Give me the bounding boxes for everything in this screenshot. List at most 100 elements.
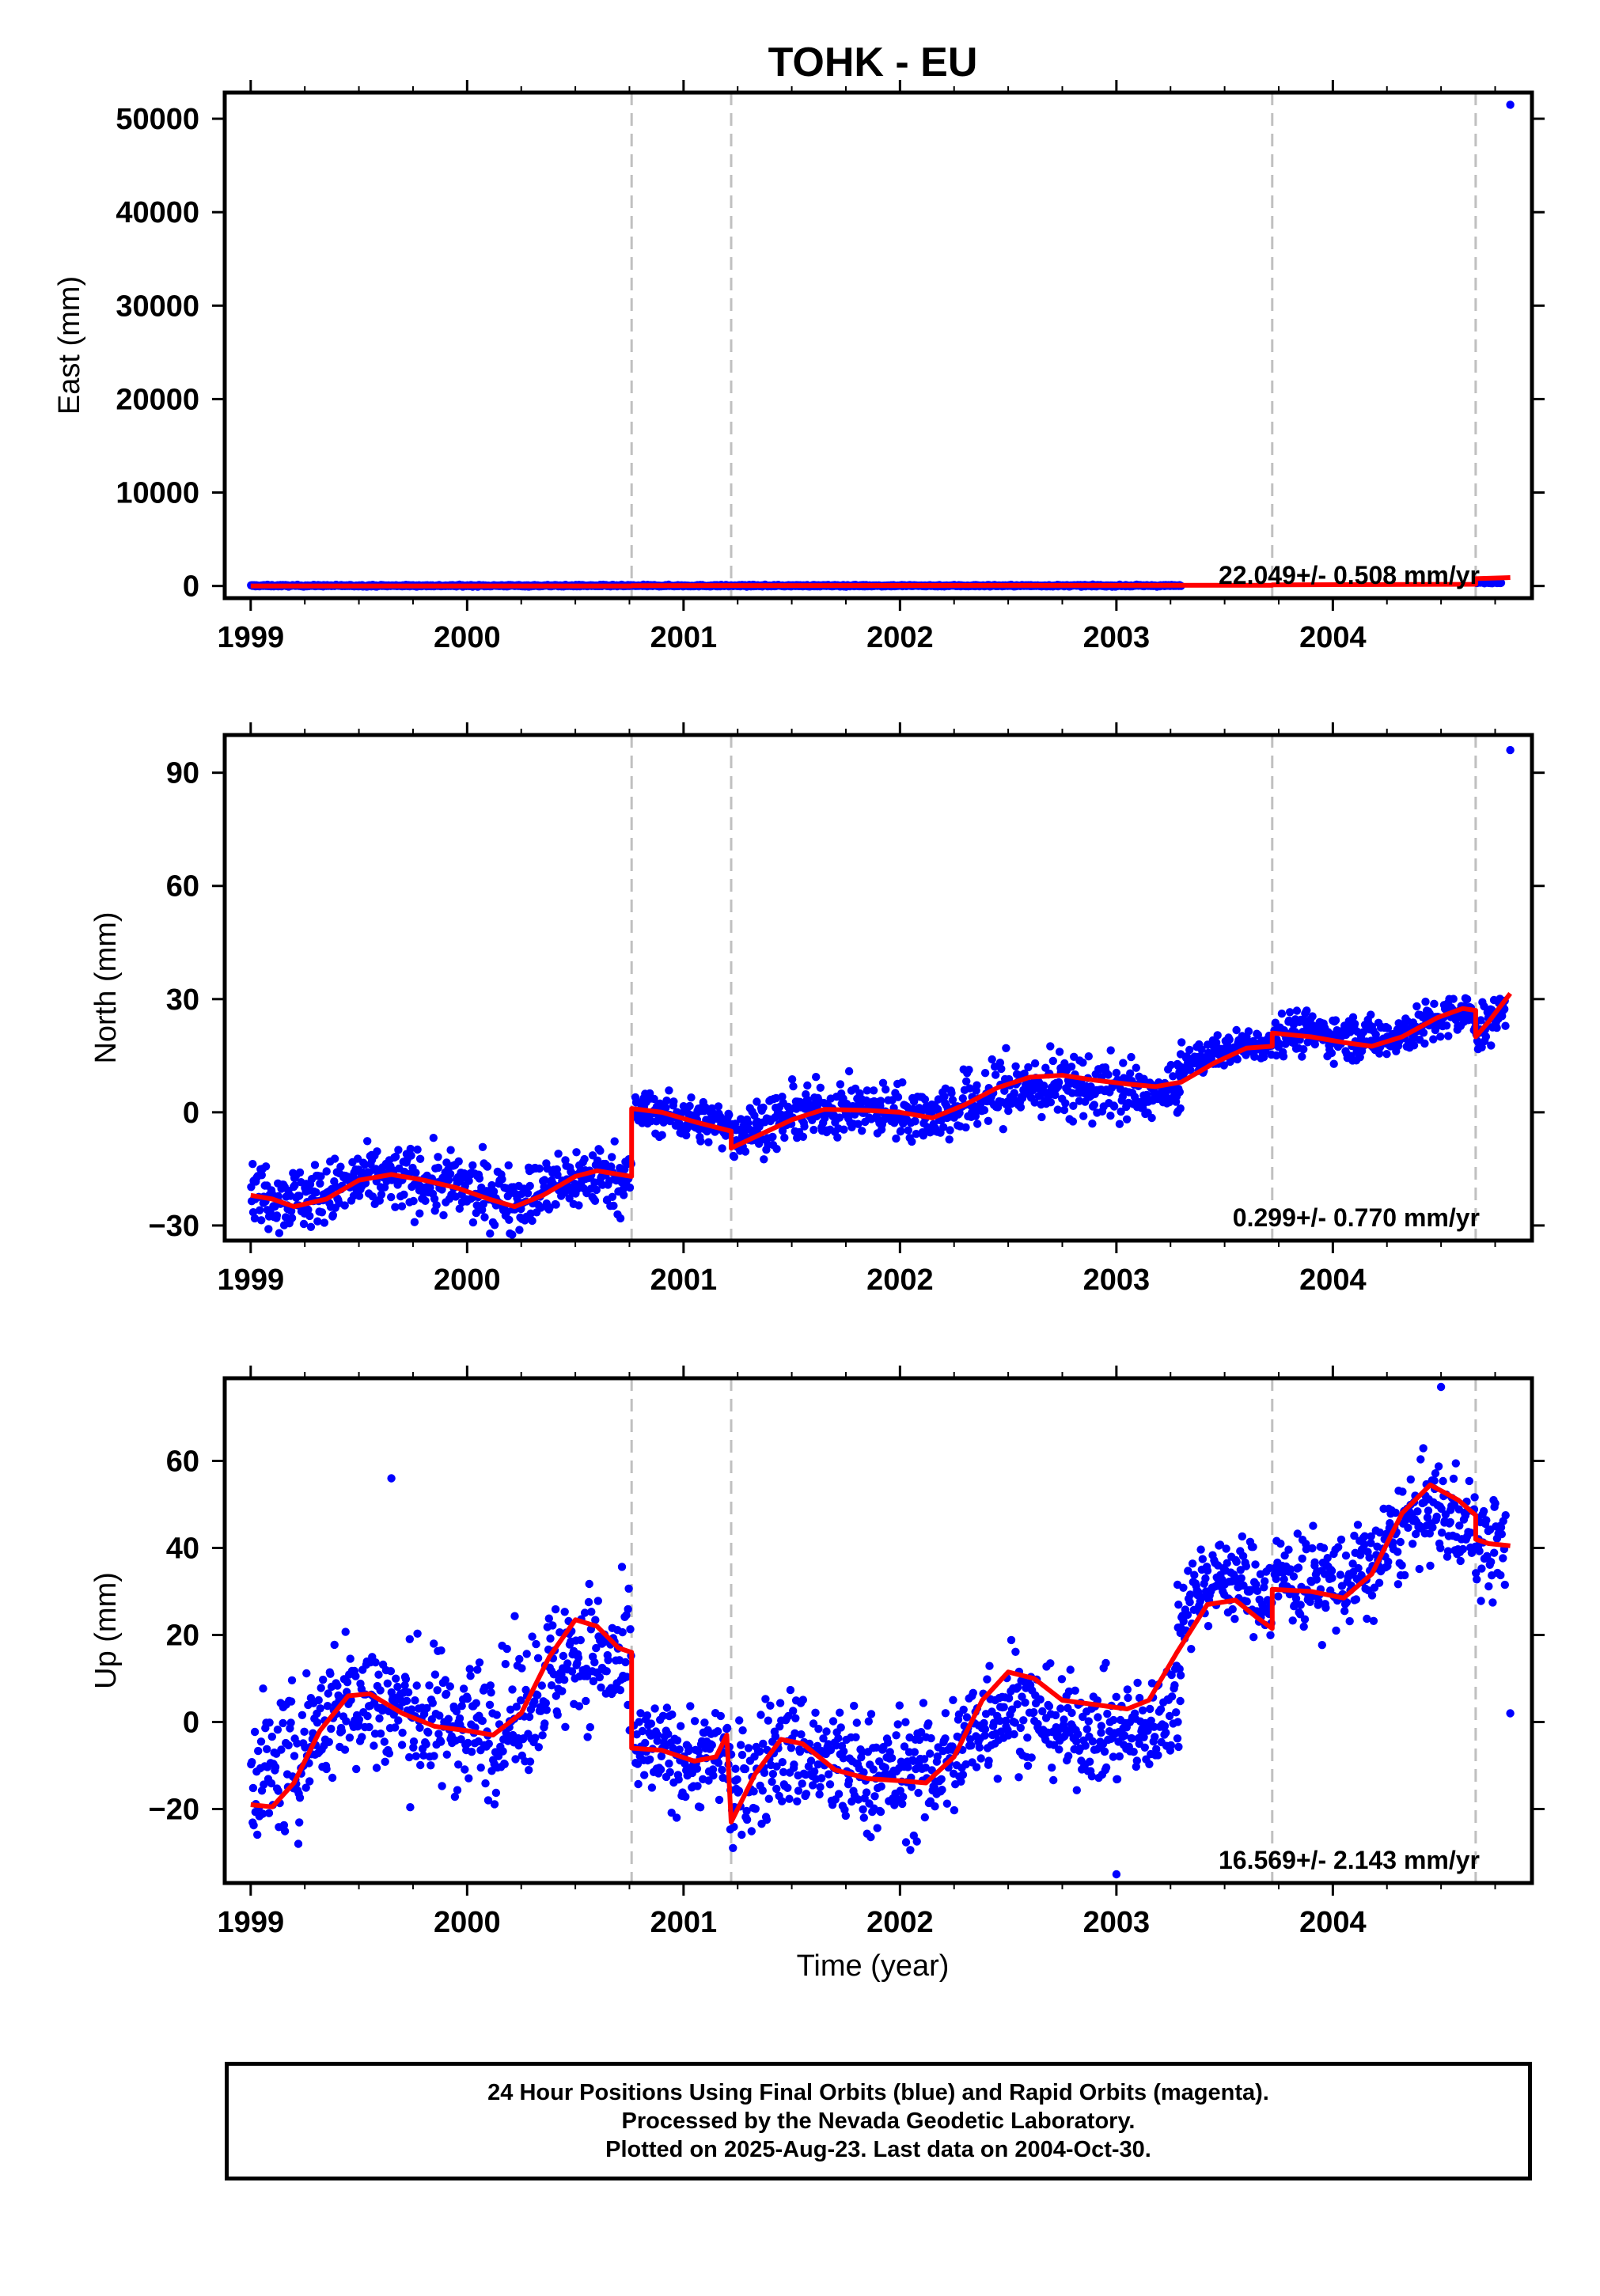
data-point [453,1786,462,1794]
data-point [286,1697,296,1706]
data-point [295,1818,304,1827]
data-point [1383,1024,1393,1032]
data-point [290,1752,299,1760]
data-point [593,1156,602,1165]
data-point [589,1677,598,1686]
data-point [499,1747,507,1756]
data-point [772,1145,781,1154]
data-point [525,1757,535,1766]
data-point [1323,1554,1332,1563]
data-point [549,1670,558,1679]
data-point [1309,1521,1318,1530]
data-point [641,1738,650,1748]
data-point [563,1659,572,1668]
data-point [754,1139,764,1148]
data-point [1129,1748,1138,1756]
data-point [809,1767,819,1776]
data-point [877,1782,885,1791]
data-point [836,1723,845,1732]
data-point [591,1616,600,1624]
data-point [1449,1474,1458,1483]
data-point [1242,1562,1251,1570]
data-point [686,1702,695,1711]
data-point [1055,1078,1064,1087]
data-point [1196,1051,1205,1060]
data-point [1238,1552,1248,1561]
data-point [286,1718,295,1727]
data-point [638,1726,647,1736]
data-point [866,1832,875,1842]
data-point [411,1752,420,1760]
data-point [1004,1694,1014,1703]
data-point [553,1170,562,1180]
data-point [778,1797,787,1805]
data-point [616,1214,625,1223]
data-point [961,1123,970,1132]
data-point [623,1673,631,1681]
data-point [419,1751,428,1760]
data-point [895,1701,904,1710]
data-point [593,1597,602,1605]
data-point [1066,1665,1075,1674]
data-point [250,1727,260,1737]
data-point [333,1681,342,1690]
data-point [1010,1089,1019,1097]
data-point [1232,1557,1241,1567]
data-point [882,1085,890,1094]
data-point [1230,1615,1239,1623]
data-point [737,1750,747,1760]
data-point [1007,1705,1017,1714]
data-point [1456,1556,1465,1566]
data-point [1449,995,1458,1003]
data-point [864,1717,874,1726]
data-point [1046,1098,1056,1107]
data-point [690,1717,700,1726]
data-point [317,1208,327,1217]
data-point [602,1667,611,1676]
data-point [1353,1521,1363,1529]
data-point [1382,1050,1391,1059]
data-point [911,1117,919,1126]
data-point [1409,1041,1419,1050]
data-point [295,1794,305,1802]
data-point [1016,1723,1026,1733]
data-point [515,1226,524,1234]
data-point [887,1753,897,1763]
data-point [1132,1063,1141,1072]
data-point [783,1783,792,1792]
data-point [685,1101,694,1111]
data-point [674,1775,683,1784]
data-point [363,1137,372,1146]
data-point [429,1134,438,1142]
data-point [1179,1583,1188,1593]
data-point [976,1754,985,1763]
data-point [442,1689,451,1699]
data-point [1286,1565,1295,1574]
final-orbit-points [247,1382,1515,1879]
data-point [985,1661,994,1670]
x-tick-label: 2000 [434,621,501,654]
data-point [376,1730,385,1738]
data-point [997,1064,1006,1074]
data-point [1499,1554,1507,1563]
data-point [398,1728,407,1737]
data-point [1074,1730,1082,1739]
data-point [789,1082,798,1091]
data-point [1393,1548,1402,1556]
data-point [962,1713,972,1722]
data-point [608,1153,616,1161]
data-point [1396,1537,1405,1547]
y-tick-label: −30 [149,1210,199,1243]
data-point [803,1081,812,1090]
data-point [1302,1006,1311,1015]
data-point [1097,1722,1106,1730]
data-point [1332,1626,1340,1635]
y-tick-label: 90 [166,757,199,790]
data-point [1367,1532,1375,1541]
data-point [561,1722,570,1731]
data-point [1276,1539,1285,1548]
data-point [980,1731,989,1740]
data-point [478,1716,487,1726]
data-point [1079,1058,1087,1067]
